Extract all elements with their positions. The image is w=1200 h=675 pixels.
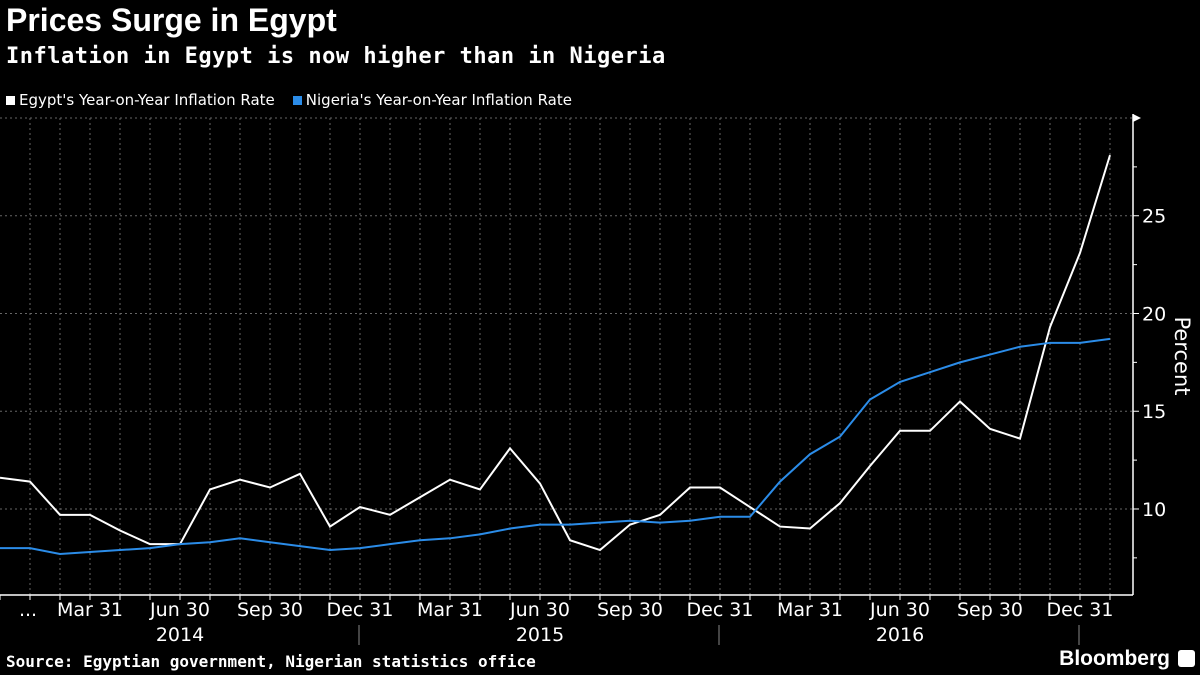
source-note: Source: Egyptian government, Nigerian st… [6,652,536,671]
legend-swatch-egypt [6,96,15,105]
x-tick-label: Jun 30 [869,599,930,621]
x-tick-label: Sep 30 [597,599,663,621]
y-tick-label: 10 [1142,499,1166,521]
y-tick-label: 15 [1142,401,1166,423]
year-label: 2016 [876,624,924,646]
x-tick-label: Sep 30 [957,599,1023,621]
x-tick-label: Dec 31 [1047,599,1114,621]
x-tick-label: Sep 30 [237,599,303,621]
legend-label-egypt: Egypt's Year-on-Year Inflation Rate [19,91,275,109]
legend-item-nigeria: Nigeria's Year-on-Year Inflation Rate [292,91,572,109]
series-line-nigeria [0,337,1111,555]
legend-swatch-nigeria [292,96,302,105]
x-tick-label: Jun 30 [149,599,210,621]
x-tick-label: Jun 30 [509,599,570,621]
year-label: 2014 [156,624,204,646]
chart-title: Prices Surge in Egypt [6,2,337,38]
legend-label-nigeria: Nigeria's Year-on-Year Inflation Rate [305,91,572,109]
chart-subtitle: Inflation in Egypt is now higher than in… [6,44,666,69]
bloomberg-chart-icon [1178,650,1195,667]
year-label: 2015 [516,624,564,646]
legend-item-egypt: Egypt's Year-on-Year Inflation Rate [6,91,275,109]
x-tick-label: Mar 31 [417,599,483,621]
x-tick-label: Dec 31 [327,599,394,621]
series-line-egypt [0,154,1111,552]
x-tick-label: Mar 31 [777,599,843,621]
x-tick-label: Mar 31 [57,599,123,621]
y-axis-label: Percent [1170,316,1194,395]
x-tick-label: Dec 31 [687,599,754,621]
y-tick-label: 25 [1142,206,1166,228]
y-tick-label: 20 [1142,303,1166,325]
bloomberg-logo: Bloomberg [1059,647,1170,670]
legend: Egypt's Year-on-Year Inflation Rate Nige… [6,91,572,109]
y-axis-arrow [1133,114,1141,122]
x-tick-label: ... [19,599,37,621]
